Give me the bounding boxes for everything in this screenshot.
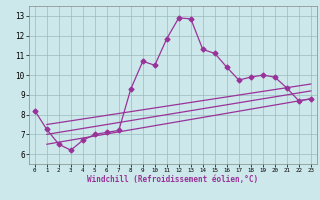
- X-axis label: Windchill (Refroidissement éolien,°C): Windchill (Refroidissement éolien,°C): [87, 175, 258, 184]
